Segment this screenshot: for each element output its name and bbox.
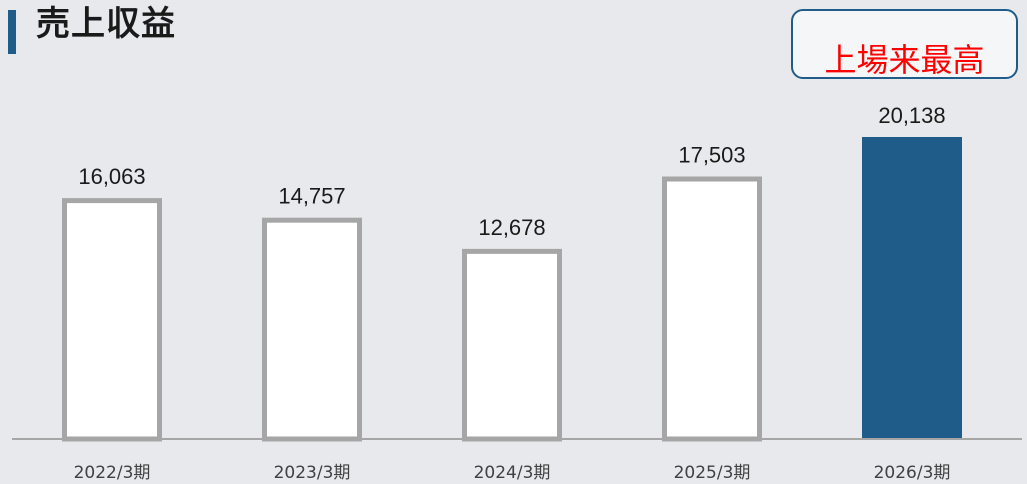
- title-accent-bar: [8, 10, 16, 54]
- category-label-1: 2022/3期: [74, 463, 151, 483]
- value-label-5: 20,138: [878, 103, 945, 128]
- record-high-badge-label: 上場来最高: [824, 41, 985, 79]
- value-label-1: 16,063: [78, 164, 145, 189]
- page-title: 売上収益: [36, 4, 176, 44]
- bars-layer: [62, 137, 962, 442]
- bar-5: [862, 137, 962, 439]
- category-label-5: 2026/3期: [874, 463, 951, 483]
- value-label-3: 12,678: [478, 215, 545, 240]
- bar-3: [462, 248, 562, 442]
- category-label-2: 2023/3期: [274, 463, 351, 483]
- record-high-badge: [791, 9, 1018, 79]
- labels-layer: 16,063 2022/3期 14,757 2023/3期 12,678 2024/3期 1…: [74, 103, 951, 483]
- bar-2: [262, 217, 362, 442]
- bar-4: [662, 176, 762, 442]
- category-label-4: 2025/3期: [674, 463, 751, 483]
- value-label-4: 17,503: [678, 143, 745, 168]
- bar-1: [62, 198, 162, 442]
- value-label-2: 14,757: [278, 184, 345, 209]
- category-label-3: 2024/3期: [474, 463, 551, 483]
